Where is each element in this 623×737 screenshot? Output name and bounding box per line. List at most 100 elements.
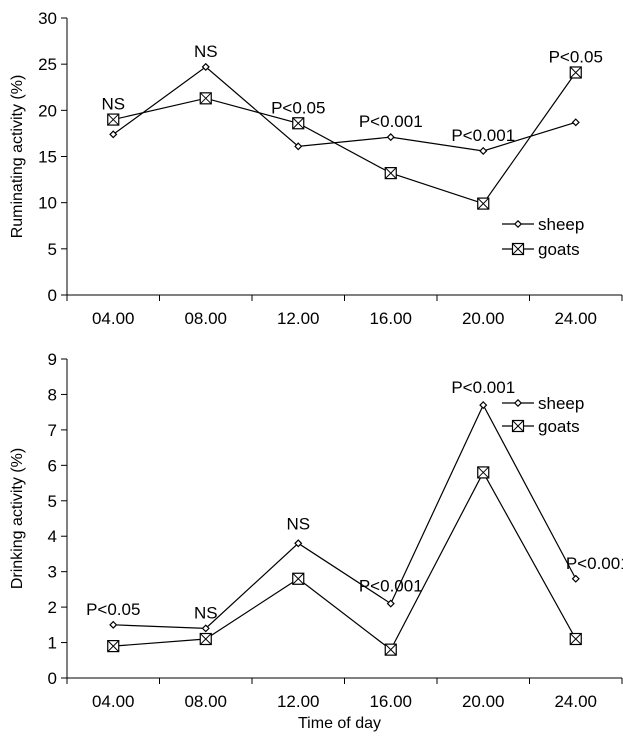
x-tick-label: 12.00 bbox=[277, 692, 320, 711]
x-tick-label: 08.00 bbox=[184, 309, 227, 328]
x-tick-label: 04.00 bbox=[92, 692, 135, 711]
data-point-sheep bbox=[386, 133, 395, 142]
data-point-sheep bbox=[294, 539, 303, 548]
marker-cross-b bbox=[477, 466, 490, 479]
legend-marker-goats bbox=[511, 419, 525, 433]
legend: sheep goats bbox=[502, 394, 584, 436]
legend-label-goats: goats bbox=[538, 240, 580, 259]
x-tick-label: 12.00 bbox=[277, 309, 320, 328]
data-point-goats bbox=[107, 113, 120, 126]
y-tick-label: 6 bbox=[48, 456, 57, 475]
series-line-sheep bbox=[113, 403, 577, 629]
marker-cross-b bbox=[569, 66, 582, 79]
significance-label: P<0.001 bbox=[451, 126, 515, 145]
x-tick-label: 24.00 bbox=[554, 692, 597, 711]
data-point-goats bbox=[199, 632, 212, 646]
y-tick-label: 15 bbox=[38, 148, 57, 167]
data-point-sheep bbox=[109, 620, 118, 629]
legend-marker-sheep bbox=[513, 398, 523, 408]
y-tick-label: 25 bbox=[38, 55, 57, 74]
marker-cross-b bbox=[569, 633, 582, 645]
y-tick-label: 0 bbox=[48, 669, 57, 688]
marker-cross-b bbox=[292, 117, 305, 130]
data-point-goats bbox=[477, 466, 490, 479]
marker-cross-b bbox=[292, 572, 305, 585]
data-point-sheep bbox=[109, 130, 118, 139]
marker-cross-b bbox=[107, 113, 120, 126]
x-tick-label: 04.00 bbox=[92, 309, 135, 328]
data-point-sheep bbox=[386, 599, 395, 608]
data-point-goats bbox=[477, 197, 490, 210]
x-axis-label: Time of day bbox=[298, 715, 381, 732]
y-axis-label: Drinking activity (%) bbox=[9, 448, 26, 589]
marker-cross-b bbox=[512, 243, 524, 255]
legend-label-goats: goats bbox=[538, 417, 580, 436]
x-tick-label: 20.00 bbox=[462, 692, 505, 711]
marker-cross-b bbox=[384, 167, 397, 179]
data-point-sheep bbox=[571, 118, 580, 127]
y-tick-label: 0 bbox=[48, 286, 57, 305]
series-line-sheep bbox=[112, 66, 576, 152]
y-tick-label: 2 bbox=[48, 598, 57, 617]
y-axis-label: Ruminating activity (%) bbox=[9, 75, 26, 239]
x-tick-label: 16.00 bbox=[369, 309, 412, 328]
data-point-sheep bbox=[571, 574, 580, 583]
y-tick-label: 3 bbox=[48, 563, 57, 582]
marker-cross-b bbox=[512, 420, 524, 432]
significance-label: NS bbox=[286, 514, 310, 533]
significance-label: NS bbox=[194, 42, 218, 61]
data-point-goats bbox=[569, 632, 582, 646]
significance-label: P<0.001 bbox=[451, 378, 515, 397]
legend-label-sheep: sheep bbox=[538, 215, 584, 234]
significance-label: NS bbox=[194, 603, 218, 622]
marker-cross-b bbox=[384, 643, 397, 656]
y-tick-label: 9 bbox=[48, 350, 57, 369]
significance-label: P<0.001 bbox=[359, 112, 423, 131]
y-tick-label: 1 bbox=[48, 634, 57, 653]
marker-cross-b bbox=[199, 633, 212, 645]
data-point-goats bbox=[107, 639, 120, 653]
y-tick-label: 5 bbox=[48, 492, 57, 511]
legend: sheep goats bbox=[502, 215, 584, 259]
significance-label: P<0.001 bbox=[566, 554, 623, 573]
significance-label: NS bbox=[101, 95, 125, 114]
y-tick-label: 4 bbox=[48, 527, 57, 546]
legend-marker-sheep bbox=[513, 219, 523, 229]
data-point-sheep bbox=[201, 62, 210, 71]
x-tick-label: 20.00 bbox=[462, 309, 505, 328]
data-point-goats bbox=[199, 92, 212, 105]
data-point-sheep bbox=[479, 401, 488, 410]
data-point-sheep bbox=[294, 142, 303, 151]
data-point-sheep bbox=[201, 624, 210, 633]
x-tick-label: 24.00 bbox=[554, 309, 597, 328]
chart-panel-1: 0 5 10 15 20 25 30 04.00 08.00 12.00 16.00 20.00 24.… bbox=[9, 9, 623, 328]
marker-cross-b bbox=[477, 197, 490, 210]
significance-label: P<0.05 bbox=[271, 98, 325, 117]
data-point-goats bbox=[384, 167, 397, 180]
data-point-goats bbox=[292, 117, 305, 130]
significance-label: P<0.05 bbox=[86, 600, 140, 619]
y-tick-label: 10 bbox=[38, 194, 57, 213]
legend-label-sheep: sheep bbox=[538, 394, 584, 413]
data-point-goats bbox=[384, 643, 397, 656]
y-tick-label: 20 bbox=[38, 101, 57, 120]
significance-label: P<0.05 bbox=[549, 47, 603, 66]
x-tick-label: 16.00 bbox=[369, 692, 412, 711]
data-point-goats bbox=[569, 66, 582, 79]
series-line-goats bbox=[113, 471, 577, 651]
chart-panel-2: 0 1 2 3 4 5 6 7 8 9 04.00 08.00 12.00 16.00 20.00 24.00… bbox=[9, 350, 623, 732]
y-tick-label: 30 bbox=[38, 9, 57, 28]
marker-cross-b bbox=[199, 92, 212, 105]
y-tick-label: 8 bbox=[48, 385, 57, 404]
y-tick-label: 7 bbox=[48, 421, 57, 440]
marker-cross-b bbox=[107, 640, 120, 652]
data-point-goats bbox=[292, 572, 305, 585]
legend-marker-goats bbox=[511, 242, 525, 256]
significance-label: P<0.001 bbox=[359, 577, 423, 596]
x-tick-label: 08.00 bbox=[184, 692, 227, 711]
data-point-sheep bbox=[479, 146, 488, 156]
series-line-goats bbox=[113, 72, 577, 205]
y-tick-label: 5 bbox=[48, 240, 57, 259]
